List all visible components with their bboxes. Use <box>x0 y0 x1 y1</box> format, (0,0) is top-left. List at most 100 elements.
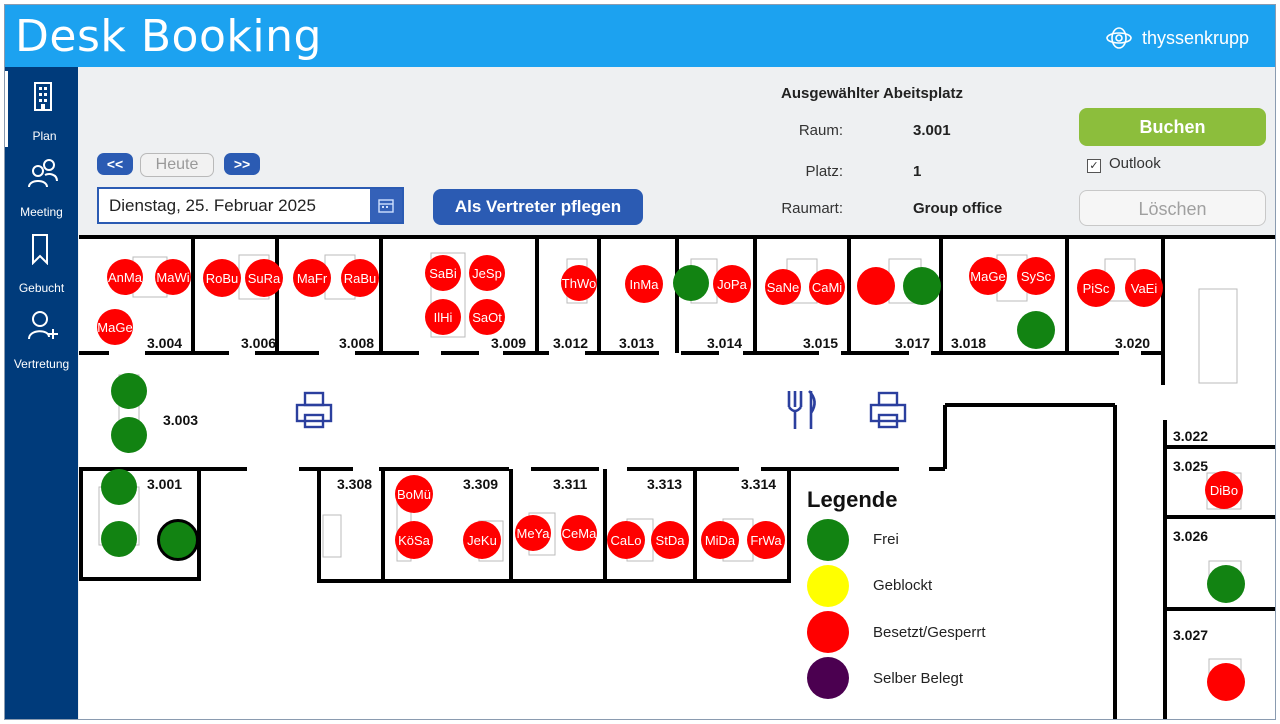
legend-blocked-label: Geblockt <box>873 577 933 594</box>
brand-name: thyssenkrupp <box>1141 27 1249 48</box>
desk-seat[interactable]: MaGe <box>97 309 133 345</box>
desk-seat[interactable]: MaWi <box>155 259 191 295</box>
manage-deputy-button[interactable]: Als Vertreter pflegen <box>433 189 643 225</box>
sidebar-item-label: Gebucht <box>18 281 65 295</box>
legend-free-swatch <box>807 519 849 561</box>
thyssenkrupp-logo-icon <box>1106 27 1132 49</box>
desk-seat[interactable]: CaLo <box>607 521 645 559</box>
calendar-button[interactable] <box>370 189 402 222</box>
room-label: 3.008 <box>339 335 375 351</box>
building-icon <box>34 82 52 111</box>
room-label: 3.015 <box>803 335 839 351</box>
outlook-checkbox[interactable]: ✓ Outlook <box>1087 155 1161 173</box>
desk-seat[interactable]: MaFr <box>293 259 331 297</box>
desk-seat[interactable]: MaGe <box>969 257 1007 295</box>
app-title: Desk Booking <box>15 11 322 62</box>
room-label: 3.012 <box>553 335 589 351</box>
checkbox-icon[interactable]: ✓ <box>1087 159 1101 173</box>
desk-seat[interactable]: SuRa <box>245 259 283 297</box>
desk-seat[interactable] <box>111 373 147 409</box>
desk-seat[interactable]: InMa <box>625 265 663 303</box>
desk-seat[interactable]: StDa <box>651 521 689 559</box>
desk-seat[interactable]: RoBu <box>203 259 241 297</box>
desk-seat[interactable] <box>673 265 709 301</box>
desk-seat[interactable]: MiDa <box>701 521 739 559</box>
room-label: 3.027 <box>1173 627 1209 643</box>
legend-occupied-swatch <box>807 611 849 653</box>
desk-seat[interactable] <box>111 417 147 453</box>
printer-icon <box>295 391 333 429</box>
sidebar-item-vertretung[interactable]: Vertretung <box>5 299 78 375</box>
sidebar-item-gebucht[interactable]: Gebucht <box>5 223 78 299</box>
sidebar-item-label: Meeting <box>20 205 63 219</box>
room-label: 3.022 <box>1173 428 1209 444</box>
desk-seat[interactable]: ThWo <box>561 265 597 301</box>
app-window: Desk Booking thyssenkrupp Plan <box>4 4 1276 720</box>
room-label: 3.013 <box>619 335 655 351</box>
room-label: 3.309 <box>463 476 499 492</box>
desk-seat[interactable]: MeYa <box>515 515 551 551</box>
desk-seat[interactable] <box>903 267 941 305</box>
room-label: 3.025 <box>1173 458 1209 474</box>
desk-seat[interactable]: CaMi <box>809 269 845 305</box>
desk-seat[interactable]: DiBo <box>1205 471 1243 509</box>
seat-label: Platz: <box>805 163 843 180</box>
desk-seat[interactable] <box>1017 311 1055 349</box>
date-value: Dienstag, 25. Februar 2025 <box>109 196 316 215</box>
room-label: 3.001 <box>147 476 183 492</box>
desk-seat[interactable] <box>101 521 137 557</box>
desk-seat[interactable] <box>1207 565 1245 603</box>
desk-seat[interactable]: JoPa <box>713 265 751 303</box>
room-type-label: Raumart: <box>781 200 843 217</box>
calendar-icon <box>378 199 394 213</box>
room-label: 3.004 <box>147 335 183 351</box>
brand: thyssenkrupp <box>1104 25 1249 51</box>
room-label: Raum: <box>798 122 843 139</box>
legend-own-booking-label: Selber Belegt <box>873 670 964 687</box>
desk-seat[interactable]: PiSc <box>1077 269 1115 307</box>
delete-button[interactable]: Löschen <box>1079 190 1266 226</box>
desk-seat[interactable] <box>1207 663 1245 701</box>
desk-seat[interactable]: IlHi <box>425 299 461 335</box>
floor-plan: 3.004 3.006 3.008 3.009 3.012 3.013 3.01… <box>79 235 1275 719</box>
room-label: 3.017 <box>895 335 931 351</box>
date-picker[interactable]: Dienstag, 25. Februar 2025 <box>97 187 404 224</box>
previous-day-button[interactable]: << <box>97 153 133 175</box>
desk-seat-selected[interactable] <box>157 519 199 561</box>
header-bar: Desk Booking thyssenkrupp <box>5 5 1275 67</box>
desk-seat[interactable]: CeMa <box>561 515 597 551</box>
desk-seat[interactable]: SaOt <box>469 299 505 335</box>
sidebar-item-plan[interactable]: Plan <box>5 71 81 147</box>
next-day-button[interactable]: >> <box>224 153 260 175</box>
sidebar: Plan Meeting Gebucht <box>5 67 81 719</box>
legend-blocked-swatch <box>807 565 849 607</box>
desk-seat[interactable]: KöSa <box>395 521 433 559</box>
room-label: 3.003 <box>163 412 199 428</box>
room-label: 3.006 <box>241 335 277 351</box>
desk-seat[interactable] <box>101 469 137 505</box>
desk-seat[interactable]: JeKu <box>463 521 501 559</box>
selected-workplace-title: Ausgewählter Abeitsplatz <box>781 85 963 102</box>
desk-seat[interactable]: JeSp <box>469 255 505 291</box>
room-type-value: Group office <box>913 200 1003 217</box>
desk-seat[interactable]: FrWa <box>747 521 785 559</box>
book-button[interactable]: Buchen <box>1079 108 1266 146</box>
room-label: 3.020 <box>1115 335 1151 351</box>
person-add-icon <box>28 311 58 340</box>
room-label: 3.018 <box>951 335 987 351</box>
desk-seat[interactable] <box>857 267 895 305</box>
sidebar-item-label: Plan <box>32 129 57 143</box>
desk-seat[interactable]: SySc <box>1017 257 1055 295</box>
floor-plan-walls <box>79 235 1275 719</box>
desk-seat[interactable]: AnMa <box>107 259 143 295</box>
printer-icon <box>869 391 907 429</box>
desk-seat[interactable]: SaBi <box>425 255 461 291</box>
sidebar-item-meeting[interactable]: Meeting <box>5 147 78 223</box>
today-button[interactable]: Heute <box>140 153 214 177</box>
desk-seat[interactable]: BoMü <box>395 475 433 513</box>
room-label: 3.314 <box>741 476 777 492</box>
desk-seat[interactable]: RaBu <box>341 259 379 297</box>
desk-seat[interactable]: VaEi <box>1125 269 1163 307</box>
room-label: 3.308 <box>337 476 373 492</box>
desk-seat[interactable]: SaNe <box>765 269 801 305</box>
